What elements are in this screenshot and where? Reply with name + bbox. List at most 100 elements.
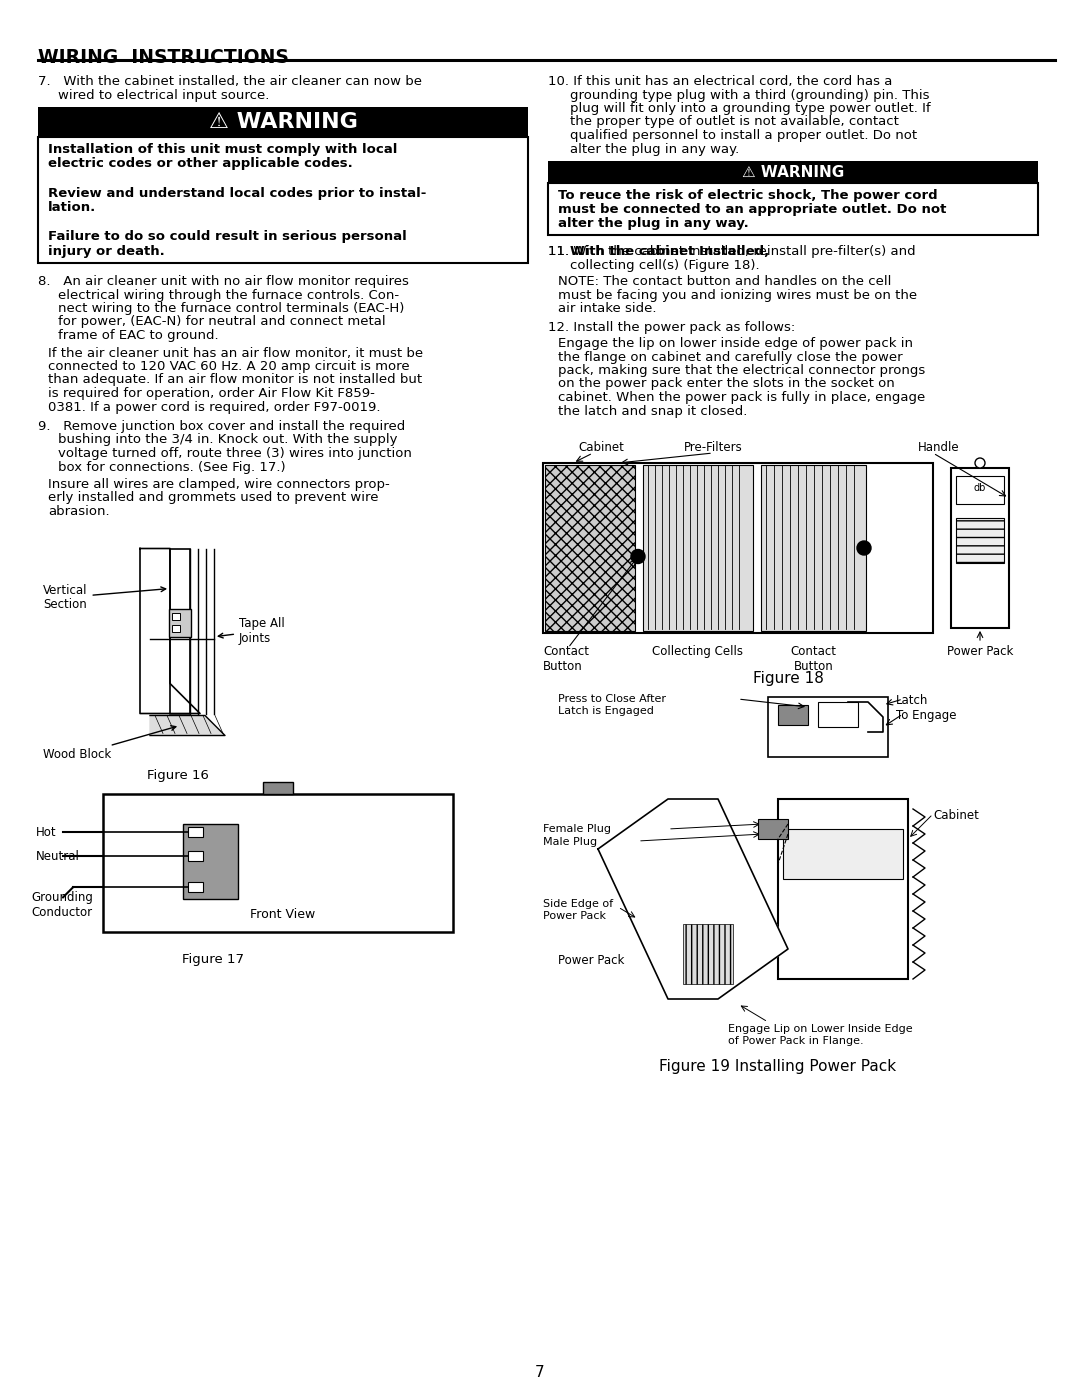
Text: frame of EAC to ground.: frame of EAC to ground. [58,330,218,342]
Text: voltage turned off, route three (3) wires into junction: voltage turned off, route three (3) wire… [58,447,411,460]
Text: Female Plug: Female Plug [543,824,611,834]
Text: 12. Install the power pack as follows:: 12. Install the power pack as follows: [548,320,795,334]
Bar [172,613,180,620]
Text: cabinet. When the power pack is fully in place, engage: cabinet. When the power pack is fully in… [558,391,926,404]
Text: Latch: Latch [896,694,929,707]
Bar [168,609,191,637]
Text: Power Pack: Power Pack [558,954,624,967]
Text: erly installed and grommets used to prevent wire: erly installed and grommets used to prev… [48,492,378,504]
Bar [548,183,1038,235]
Text: lation.: lation. [48,201,96,214]
Text: Hot: Hot [36,826,56,840]
Text: Review and understand local codes prior to instal-: Review and understand local codes prior … [48,187,427,200]
Text: To reuce the risk of electric shock, The power cord: To reuce the risk of electric shock, The… [558,189,937,203]
Bar [38,137,528,263]
Text: To Engage: To Engage [896,710,957,722]
Bar [956,518,1004,563]
Text: db: db [974,483,986,493]
Text: If the air cleaner unit has an air flow monitor, it must be: If the air cleaner unit has an air flow … [48,346,423,359]
Bar [543,462,933,633]
Bar [761,465,866,631]
Text: Engage Lip on Lower Inside Edge: Engage Lip on Lower Inside Edge [728,1024,913,1034]
Text: Figure 19 Installing Power Pack: Figure 19 Installing Power Pack [660,1059,896,1074]
Text: 8.   An air cleaner unit with no air flow monitor requires: 8. An air cleaner unit with no air flow … [38,275,409,288]
Text: the latch and snap it closed.: the latch and snap it closed. [558,405,747,418]
Text: With the cabinet Installed,: With the cabinet Installed, [570,244,769,258]
Text: Side Edge of
Power Pack: Side Edge of Power Pack [543,900,613,921]
Text: Insure all wires are clamped, wire connectors prop-: Insure all wires are clamped, wire conne… [48,478,390,490]
Text: Installation of this unit must comply with local: Installation of this unit must comply wi… [48,142,397,156]
Bar [183,823,238,898]
Text: 11. With the cabinet Installed, reinstall pre-filter(s) and: 11. With the cabinet Installed, reinstal… [548,244,916,258]
Text: Figure 18: Figure 18 [753,671,823,686]
Polygon shape [140,549,200,714]
Text: Contact
Button: Contact Button [543,645,589,673]
Circle shape [631,549,645,563]
Text: abrasion.: abrasion. [48,504,110,518]
Bar [758,819,788,840]
Bar [170,549,190,714]
Bar [956,476,1004,504]
Bar [188,827,203,837]
Text: injury or death.: injury or death. [48,244,165,257]
Text: collecting cell(s) (Figure 18).: collecting cell(s) (Figure 18). [570,258,759,271]
Text: 11.: 11. [548,244,573,258]
Text: Cabinet: Cabinet [933,809,978,821]
Text: connected to 120 VAC 60 Hz. A 20 amp circuit is more: connected to 120 VAC 60 Hz. A 20 amp cir… [48,360,409,373]
Text: is required for operation, order Air Flow Kit F859-: is required for operation, order Air Flo… [48,387,375,400]
Text: plug will fit only into a grounding type power outlet. If: plug will fit only into a grounding type… [570,102,931,115]
Bar [172,624,180,631]
Text: the proper type of outlet is not available, contact: the proper type of outlet is not availab… [570,116,899,129]
Text: nect wiring to the furnace control terminals (EAC-H): nect wiring to the furnace control termi… [58,302,404,314]
Text: Power Pack: Power Pack [947,645,1013,658]
Text: electric codes or other applicable codes.: electric codes or other applicable codes… [48,158,353,170]
Polygon shape [150,715,225,735]
Text: Failure to do so could result in serious personal: Failure to do so could result in serious… [48,231,407,243]
Text: must be facing you and ionizing wires must be on the: must be facing you and ionizing wires mu… [558,289,917,302]
Text: on the power pack enter the slots in the socket on: on the power pack enter the slots in the… [558,377,894,391]
Text: ⚠ WARNING: ⚠ WARNING [742,165,845,179]
Text: Press to Close After
Latch is Engaged: Press to Close After Latch is Engaged [558,694,666,715]
Text: Pre-Filters: Pre-Filters [684,441,742,454]
Circle shape [975,458,985,468]
Bar [188,851,203,861]
Bar [103,793,453,932]
Text: Tape All
Joints: Tape All Joints [218,616,285,645]
Bar [548,161,1038,183]
Text: Collecting Cells: Collecting Cells [652,645,743,658]
Text: NOTE: The contact button and handles on the cell: NOTE: The contact button and handles on … [558,275,891,288]
Bar [683,923,733,983]
Bar [188,883,203,893]
Text: air intake side.: air intake side. [558,302,657,314]
Text: Male Plug: Male Plug [543,837,597,847]
Bar [38,108,528,137]
Bar [783,828,903,879]
Text: Vertical
Section: Vertical Section [43,584,165,612]
Bar [778,705,808,725]
Text: grounding type plug with a third (grounding) pin. This: grounding type plug with a third (ground… [570,88,930,102]
Text: Figure 17: Figure 17 [183,954,244,967]
Text: 9.   Remove junction box cover and install the required: 9. Remove junction box cover and install… [38,420,405,433]
Text: 7: 7 [536,1365,544,1380]
Text: must be connected to an appropriate outlet. Do not: must be connected to an appropriate outl… [558,203,946,217]
Text: Figure 16: Figure 16 [147,768,208,781]
Text: than adequate. If an air flow monitor is not installed but: than adequate. If an air flow monitor is… [48,373,422,387]
Bar [768,697,888,757]
Text: 0381. If a power cord is required, order F97-0019.: 0381. If a power cord is required, order… [48,401,380,414]
Text: bushing into the 3/4 in. Knock out. With the supply: bushing into the 3/4 in. Knock out. With… [58,433,397,447]
Bar [951,468,1009,629]
Text: box for connections. (See Fig. 17.): box for connections. (See Fig. 17.) [58,461,285,474]
Text: of Power Pack in Flange.: of Power Pack in Flange. [728,1037,864,1046]
Text: for power, (EAC-N) for neutral and connect metal: for power, (EAC-N) for neutral and conne… [58,316,386,328]
Bar [643,465,753,631]
Text: WIRING  INSTRUCTIONS: WIRING INSTRUCTIONS [38,47,288,67]
Text: wired to electrical input source.: wired to electrical input source. [58,88,269,102]
Bar [264,781,293,793]
Text: Wood Block: Wood Block [43,725,176,761]
Text: alter the plug in any way.: alter the plug in any way. [570,142,739,155]
Text: pack, making sure that the electrical connector prongs: pack, making sure that the electrical co… [558,365,926,377]
Bar [545,465,635,631]
Text: Engage the lip on lower inside edge of power pack in: Engage the lip on lower inside edge of p… [558,337,913,351]
Text: electrical wiring through the furnace controls. Con-: electrical wiring through the furnace co… [58,289,400,302]
Text: 7.   With the cabinet installed, the air cleaner can now be: 7. With the cabinet installed, the air c… [38,75,422,88]
